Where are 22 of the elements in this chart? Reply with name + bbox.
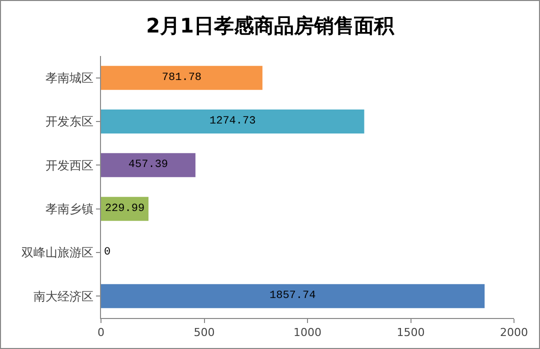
x-tick-label: 1000	[294, 326, 322, 340]
x-tick-label: 2000	[500, 326, 528, 340]
y-tick-label: 孝南城区	[46, 71, 94, 86]
y-tick-label: 开发西区	[46, 158, 94, 172]
bar	[101, 153, 196, 178]
x-tick-label: 500	[194, 326, 215, 340]
data-label: 229.99	[104, 202, 145, 215]
chart-title: 2月1日孝感商品房销售面积	[146, 13, 395, 38]
data-label: 0	[104, 246, 111, 258]
y-tick-label: 孝南乡镇	[46, 202, 94, 216]
data-label: 781.78	[162, 72, 202, 84]
y-tick-label: 南大经济区	[34, 289, 94, 304]
bar	[101, 66, 262, 90]
x-tick-label: 0	[98, 326, 104, 340]
data-label: 1857.74	[270, 290, 316, 302]
y-tick-label: 开发东区	[46, 114, 94, 129]
x-tick-label: 1500	[396, 326, 425, 340]
data-label: 1274.73	[210, 116, 256, 128]
bar	[101, 284, 485, 308]
bar	[101, 109, 364, 134]
y-tick-label: 双峰山旅游区	[22, 246, 94, 260]
data-label: 457.39	[128, 159, 168, 172]
